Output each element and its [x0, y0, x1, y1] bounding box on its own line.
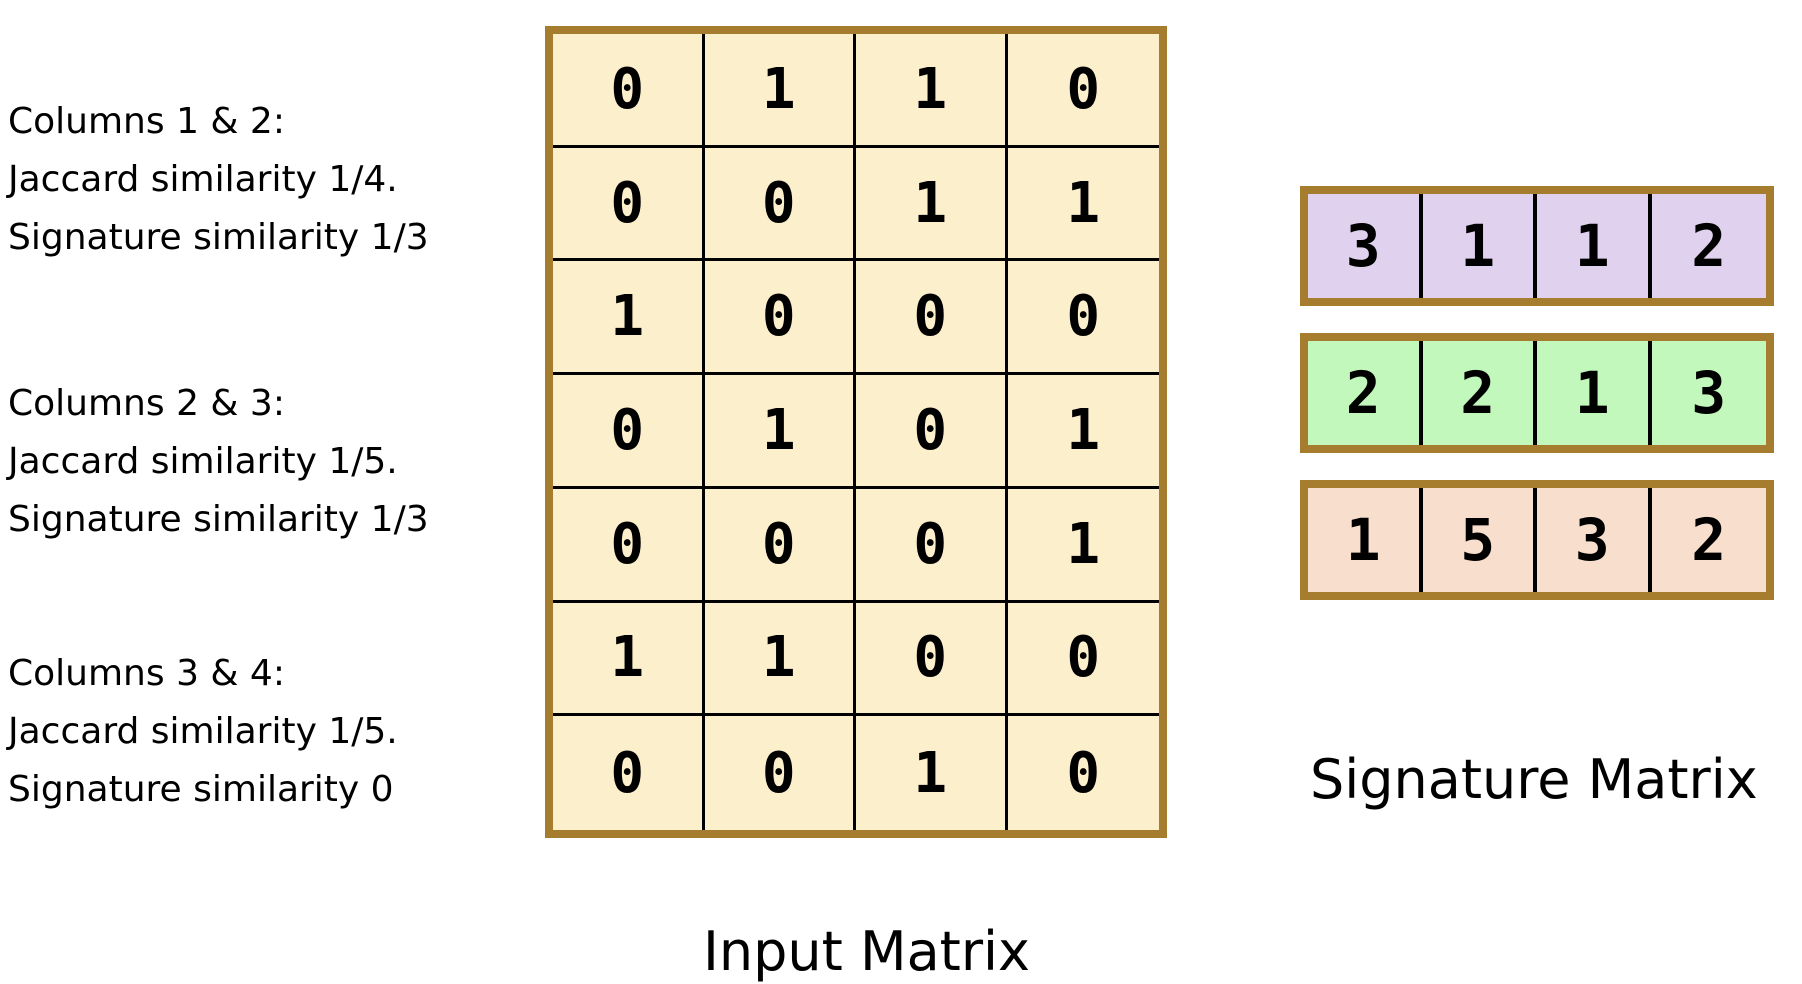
note-jaccard-similarity: Jaccard similarity 1/5.: [8, 441, 398, 482]
signature-cell-r1-c2: 1: [1423, 194, 1537, 298]
signature-cell-r2-c4: 3: [1691, 359, 1727, 427]
input-cell-r7-c4: 0: [1066, 740, 1101, 806]
similarity-note-columns-2-3: Columns 2 & 3: Jaccard similarity 1/5. S…: [8, 375, 429, 549]
input-cell-r4-c4: 1: [1007, 375, 1159, 489]
input-cell-r3-c4: 0: [1007, 261, 1159, 376]
signature-cell-r2-c2: 2: [1423, 341, 1537, 445]
signature-cell-r2-c3: 1: [1537, 341, 1652, 445]
input-cell-r5-c1: 0: [553, 488, 705, 603]
input-cell-r1-c2: 1: [704, 34, 856, 148]
input-cell-r7-c1: 0: [553, 716, 705, 830]
note-jaccard-similarity: Jaccard similarity 1/5.: [8, 711, 398, 752]
note-pair-label: Columns 3 & 4:: [8, 653, 285, 694]
similarity-note-columns-3-4: Columns 3 & 4: Jaccard similarity 1/5. S…: [8, 645, 398, 819]
note-pair-label: Columns 1 & 2:: [8, 101, 285, 142]
signature-cell-r1-c4: 2: [1691, 212, 1727, 280]
input-cell-r6-c1: 1: [553, 602, 705, 717]
input-cell-r4-c3: 0: [856, 375, 1008, 489]
signature-cell-r3-c4: 2: [1691, 506, 1727, 574]
input-cell-r4-c2: 1: [704, 375, 856, 489]
input-cell-r3-c2: 0: [704, 261, 856, 376]
input-cell-r1-c3: 1: [856, 34, 1008, 148]
input-cell-r2-c2: 0: [704, 147, 856, 262]
input-cell-r2-c4: 1: [1007, 148, 1159, 262]
signature-cell-r3-c3: 3: [1537, 488, 1652, 592]
input-cell-r3-c3: 0: [856, 261, 1008, 376]
signature-cell-r3-c2: 5: [1423, 488, 1537, 592]
input-cell-r4-c1: 0: [553, 375, 705, 489]
input-cell-r5-c3: 0: [856, 488, 1008, 603]
note-pair-label: Columns 2 & 3:: [8, 383, 285, 424]
input-cell-r2-c3: 1: [856, 147, 1008, 262]
note-signature-similarity: Signature similarity 0: [8, 769, 394, 810]
signature-matrix-caption: Signature Matrix: [1310, 748, 1758, 811]
note-signature-similarity: Signature similarity 1/3: [8, 499, 429, 540]
input-cell-r7-c3: 1: [856, 716, 1008, 830]
input-cell-r2-c1: 0: [553, 147, 705, 262]
signature-cell-r2-c1: 2: [1308, 341, 1423, 445]
signature-cell-r1-c1: 3: [1308, 194, 1423, 298]
input-cell-r7-c2: 0: [705, 716, 856, 830]
input-cell-r5-c4: 1: [1007, 489, 1159, 603]
note-jaccard-similarity: Jaccard similarity 1/4.: [8, 159, 398, 200]
input-cell-r6-c3: 0: [856, 602, 1008, 717]
input-cell-r1-c4: 0: [1007, 34, 1159, 148]
similarity-note-columns-1-2: Columns 1 & 2: Jaccard similarity 1/4. S…: [8, 93, 429, 267]
signature-cell-r3-c1: 1: [1308, 488, 1423, 592]
input-cell-r1-c1: 0: [553, 34, 705, 148]
input-cell-r5-c2: 0: [704, 488, 856, 603]
input-cell-r6-c4: 0: [1007, 603, 1159, 717]
input-cell-r6-c2: 1: [704, 602, 856, 717]
signature-cell-r1-c3: 1: [1537, 194, 1652, 298]
input-cell-r3-c1: 1: [553, 261, 705, 376]
input-matrix-caption: Input Matrix: [703, 920, 1031, 983]
note-signature-similarity: Signature similarity 1/3: [8, 217, 429, 258]
